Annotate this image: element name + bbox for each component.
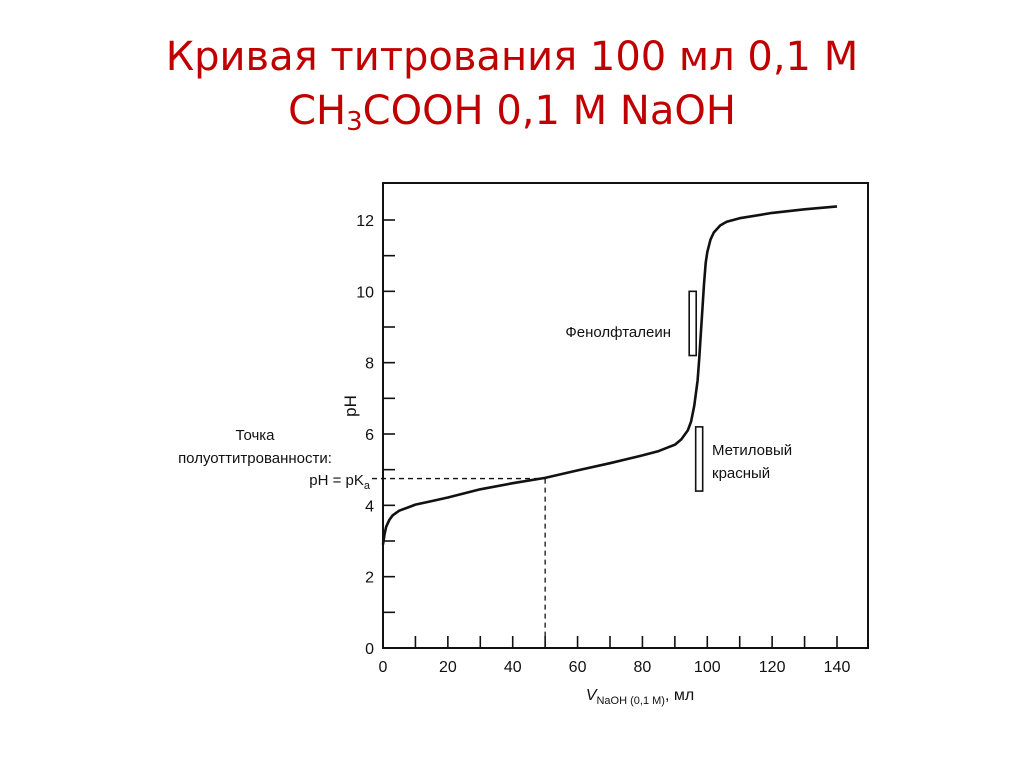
title-formula-subscript: 3 xyxy=(346,107,363,137)
indicator-methyl-red-label-line1: Метиловый xyxy=(712,442,792,459)
x-tick-label: 40 xyxy=(504,659,522,676)
y-tick-label: 2 xyxy=(365,570,374,587)
title-line-2: CH3COOH 0,1 M NaOH xyxy=(0,84,1024,138)
x-tick-label: 80 xyxy=(634,659,652,676)
x-tick-label: 120 xyxy=(759,659,786,676)
indicator-phenolphthalein-bar xyxy=(688,290,697,357)
x-tick-label: 60 xyxy=(569,659,587,676)
half-titration-expr-main: pH = pK xyxy=(309,472,364,489)
titration-curve xyxy=(381,205,838,545)
plot-frame xyxy=(382,182,869,649)
indicator-methyl-red-label-line2: красный xyxy=(712,465,770,482)
indicator-phenolphthalein-label: Фенолфталеин xyxy=(565,324,671,341)
slide-title: Кривая титрования 100 мл 0,1 М CH3COOH 0… xyxy=(0,30,1024,138)
x-axis-label-main: V xyxy=(586,687,598,704)
y-tick-label: 4 xyxy=(365,498,374,515)
x-axis-label-unit: , мл xyxy=(665,687,694,704)
axis-ticks: 0 20 40 60 80 100 120 140 0 2 4 6 8 10 12 xyxy=(356,213,850,676)
x-tick-label: 100 xyxy=(694,659,721,676)
half-titration-label-line1: Точка xyxy=(235,427,275,444)
y-tick-label: 8 xyxy=(365,356,374,373)
y-tick-label: 12 xyxy=(356,213,374,230)
y-tick-label: 6 xyxy=(365,427,374,444)
title-formula-ch: CH xyxy=(288,88,347,134)
plot-border xyxy=(382,182,869,649)
annotation-layer xyxy=(372,290,704,648)
title-formula-rest: COOH 0,1 M NaOH xyxy=(362,88,736,134)
half-titration-expr-sub: a xyxy=(364,480,371,492)
y-tick-label: 10 xyxy=(356,284,374,301)
title-line-1: Кривая титрования 100 мл 0,1 М xyxy=(165,34,859,80)
half-titration-label-line2: полуоттитрованности: xyxy=(178,450,332,467)
x-tick-label: 140 xyxy=(824,659,851,676)
y-tick-label: 0 xyxy=(365,641,374,658)
curve-layer xyxy=(381,205,838,545)
half-titration-label-expr: pH = pKa xyxy=(309,472,371,492)
x-tick-label: 20 xyxy=(439,659,457,676)
x-axis-label-sub: NaOH (0,1 M) xyxy=(596,695,664,707)
indicator-methyl-red-bar xyxy=(694,426,704,492)
x-tick-label: 0 xyxy=(379,659,388,676)
y-axis-label: pH xyxy=(341,395,360,417)
x-axis-label: VNaOH (0,1 M), мл xyxy=(586,687,694,707)
